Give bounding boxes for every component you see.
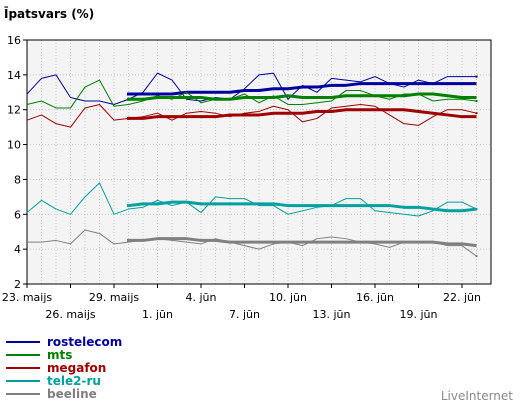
series-end-point (475, 75, 478, 78)
series-start-point (127, 238, 130, 242)
chart-title: Īpatsvars (%) (4, 7, 94, 21)
series-group (26, 72, 478, 258)
series-line-smoothed (128, 92, 477, 101)
y-tick-label: 8 (14, 173, 21, 186)
y-tick-label: 16 (7, 34, 21, 47)
series-line-daily (26, 182, 477, 217)
series-start-point (127, 204, 130, 208)
x-tick-label: 4. jūn (186, 291, 217, 304)
y-tick-label: 4 (14, 243, 21, 256)
legend-label: rostelecom (47, 335, 122, 349)
y-axis: 2 4 6 8 10 12 14 16 (7, 34, 27, 291)
series-megafon (26, 103, 478, 128)
legend-item-beeline: beeline (6, 387, 97, 401)
y-tick-label: 10 (7, 139, 21, 152)
y-tick-label: 12 (7, 104, 21, 117)
series-line-smoothed (128, 200, 477, 213)
y-tick-label: 6 (14, 208, 21, 221)
plot-frame (26, 39, 492, 285)
series-tele2-ru (26, 182, 478, 217)
legend-label: tele2-ru (47, 374, 101, 388)
x-tick-label: 29. maijs (89, 291, 140, 304)
legend-label: beeline (47, 387, 97, 401)
series-end-point (475, 112, 478, 115)
credit-text: LiveInternet (441, 389, 513, 403)
legend-item-rostelecom: rostelecom (6, 335, 122, 349)
y-tick-label: 14 (7, 69, 21, 82)
series-start-point (127, 116, 130, 120)
x-tick-label: 10. jūn (269, 291, 307, 304)
series-line-smoothed (128, 108, 477, 120)
x-tick-label: 19. jūn (400, 308, 438, 321)
plot-area (26, 39, 492, 285)
x-tick-label: 16. jūn (356, 291, 394, 304)
x-tick-label: 22. jūn (443, 291, 481, 304)
x-tick-label: 1. jūn (142, 308, 173, 321)
x-tick-label: 7. jūn (229, 308, 260, 321)
y-tick-label: 2 (14, 278, 21, 291)
series-line-smoothed (128, 237, 477, 248)
x-tick-label: 13. jūn (313, 308, 351, 321)
series-start-point (127, 97, 130, 101)
series-end-point (475, 100, 478, 102)
series-end-point (475, 255, 478, 258)
legend-item-mts: mts (6, 348, 72, 362)
x-tick-label: 23. maijs (2, 291, 53, 304)
series-line-daily (26, 72, 477, 105)
x-tick-label: 26. maijs (45, 308, 96, 321)
series-mts (26, 79, 478, 109)
legend-label: megafon (47, 361, 106, 375)
series-line-daily (26, 103, 477, 128)
legend-item-tele2-ru: tele2-ru (6, 374, 101, 388)
legend-label: mts (47, 348, 72, 362)
legend-item-megafon: megafon (6, 361, 106, 375)
series-end-point (475, 208, 478, 211)
series-start-point (127, 92, 130, 96)
series-beeline (27, 229, 478, 258)
